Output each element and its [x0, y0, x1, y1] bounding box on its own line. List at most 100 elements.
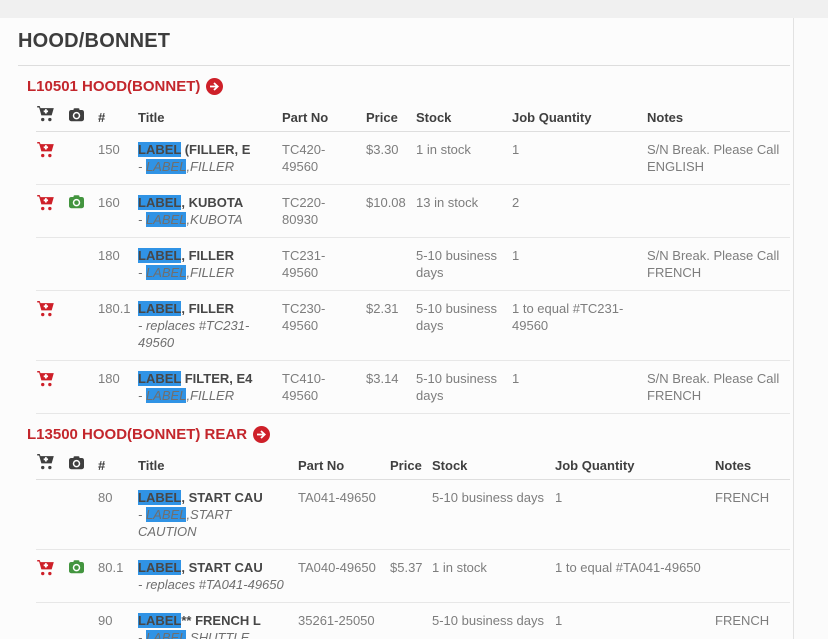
column-header: Job Quantity: [512, 97, 647, 132]
price: $10.08: [366, 184, 416, 238]
camera-cell: [68, 290, 98, 361]
stock-status: 5-10 business days: [432, 602, 555, 639]
job-quantity: 1 to equal #TA041-49650: [555, 549, 715, 603]
notes: FRENCH: [715, 602, 790, 639]
job-quantity: 1: [555, 602, 715, 639]
notes: [647, 184, 790, 238]
stock-status: 5-10 business days: [416, 237, 512, 291]
notes: FRENCH: [715, 479, 790, 550]
page-title: HOOD/BONNET: [18, 30, 171, 52]
table-row: 150 LABEL (FILLER, E - LABEL,FILLER TC420-4…: [36, 131, 790, 185]
camera-cell: [68, 184, 98, 238]
highlighted-term: LABEL: [138, 613, 182, 628]
title-cell: LABEL, FILLER - replaces #TC231-49560: [138, 290, 282, 361]
section-header: L10501 HOOD(BONNET): [27, 78, 793, 95]
table-header-row: # Title Part No Price Stock Job Quantity Notes: [36, 97, 790, 132]
camera-column-header: [68, 97, 98, 132]
part-number: 35261-25050: [298, 602, 390, 639]
part-subtitle: - replaces #TA041-49650: [138, 577, 284, 592]
highlighted-term: LABEL: [145, 388, 187, 403]
part-subtitle: - LABEL,KUBOTA: [138, 212, 243, 227]
part-subtitle: - LABEL,START CAUTION: [138, 507, 232, 539]
cart-icon: [36, 453, 54, 470]
part-number: TA041-49650: [298, 479, 390, 550]
divider: [18, 65, 790, 66]
part-subtitle: - LABEL,FILLER: [138, 159, 235, 174]
part-subtitle: - LABEL,FILLER: [138, 265, 235, 280]
table-row: 180.1 LABEL, FILLER - replaces #TC231-4956…: [36, 290, 790, 361]
price: [390, 479, 432, 550]
highlighted-term: LABEL: [138, 301, 182, 316]
column-header: Job Quantity: [555, 445, 715, 480]
highlighted-term: LABEL: [145, 265, 187, 280]
job-quantity: 1: [512, 237, 647, 291]
column-header: Stock: [432, 445, 555, 480]
photo-camera-icon[interactable]: [68, 559, 85, 574]
column-header: Part No: [282, 97, 366, 132]
title-cell: LABEL (FILLER, E - LABEL,FILLER: [138, 131, 282, 185]
add-to-cart-button[interactable]: [36, 370, 55, 387]
add-to-cart-button[interactable]: [36, 300, 55, 317]
cart-cell: [36, 549, 68, 603]
arrow-right-circle-icon[interactable]: [206, 78, 224, 95]
camera-cell: [68, 360, 98, 414]
price: $2.31: [366, 290, 416, 361]
price: $5.37: [390, 549, 432, 603]
part-subtitle: - LABEL,SHUTTLE: [138, 629, 292, 639]
job-quantity: 2: [512, 184, 647, 238]
price: $3.30: [366, 131, 416, 185]
highlighted-term: LABEL: [145, 212, 187, 227]
stock-status: 1 in stock: [416, 131, 512, 185]
column-header: Price: [390, 445, 432, 480]
highlighted-term: LABEL: [138, 490, 182, 505]
table-row: 160 LABEL, KUBOTA - LABEL,KUBOTA TC220-8093…: [36, 184, 790, 238]
section-header: L13500 HOOD(BONNET) REAR: [27, 426, 793, 443]
camera-cell: [68, 237, 98, 291]
part-subtitle: - LABEL,FILLER: [138, 388, 235, 403]
row-number: 180: [98, 237, 138, 291]
stock-status: 5-10 business days: [432, 479, 555, 550]
parts-section: L13500 HOOD(BONNET) REAR # Title Part No Pri…: [0, 426, 793, 639]
stock-status: 1 in stock: [432, 549, 555, 603]
part-number: TC220-80930: [282, 184, 366, 238]
add-to-cart-button[interactable]: [36, 194, 55, 211]
row-number: 80: [98, 479, 138, 550]
arrow-right-circle-icon[interactable]: [253, 426, 271, 443]
camera-cell: [68, 549, 98, 603]
part-number: TA040-49650: [298, 549, 390, 603]
photo-camera-icon[interactable]: [68, 194, 85, 209]
job-quantity: 1: [512, 360, 647, 414]
section-title-link[interactable]: L10501 HOOD(BONNET): [27, 78, 201, 95]
title-cell: LABEL, START CAU - replaces #TA041-49650: [138, 549, 298, 603]
column-header: #: [98, 445, 138, 480]
column-header: Stock: [416, 97, 512, 132]
title-cell: LABEL, START CAU - LABEL,START CAUTION: [138, 479, 298, 550]
row-number: 150: [98, 131, 138, 185]
part-title: LABEL (FILLER, E: [138, 142, 251, 157]
cart-column-header: [36, 97, 68, 132]
cart-cell: [36, 479, 68, 550]
column-header: Title: [138, 445, 298, 480]
add-to-cart-button[interactable]: [36, 141, 55, 158]
highlighted-term: LABEL: [138, 195, 182, 210]
title-cell: LABEL, KUBOTA - LABEL,KUBOTA: [138, 184, 282, 238]
camera-icon: [68, 107, 86, 123]
highlighted-term: LABEL: [138, 560, 182, 575]
part-subtitle: - replaces #TC231-49560: [138, 318, 250, 350]
table-row: 90 LABEL** FRENCH L- LABEL,SHUTTLE 35261-2…: [36, 602, 790, 639]
column-header: #: [98, 97, 138, 132]
section-title-link[interactable]: L13500 HOOD(BONNET) REAR: [27, 426, 248, 443]
cart-column-header: [36, 445, 68, 480]
parts-table: # Title Part No Price Stock Job Quantity Notes…: [36, 97, 790, 414]
part-number: TC230-49560: [282, 290, 366, 361]
row-number: 180.1: [98, 290, 138, 361]
part-title: LABEL, KUBOTA: [138, 195, 244, 210]
table-row: 80 LABEL, START CAU - LABEL,START CAUTION T…: [36, 479, 790, 550]
part-title: LABEL, START CAU: [138, 490, 263, 505]
highlighted-term: LABEL: [145, 630, 187, 639]
top-strip: [0, 0, 828, 18]
add-to-cart-button[interactable]: [36, 559, 55, 576]
row-number: 180: [98, 360, 138, 414]
cart-cell: [36, 131, 68, 185]
